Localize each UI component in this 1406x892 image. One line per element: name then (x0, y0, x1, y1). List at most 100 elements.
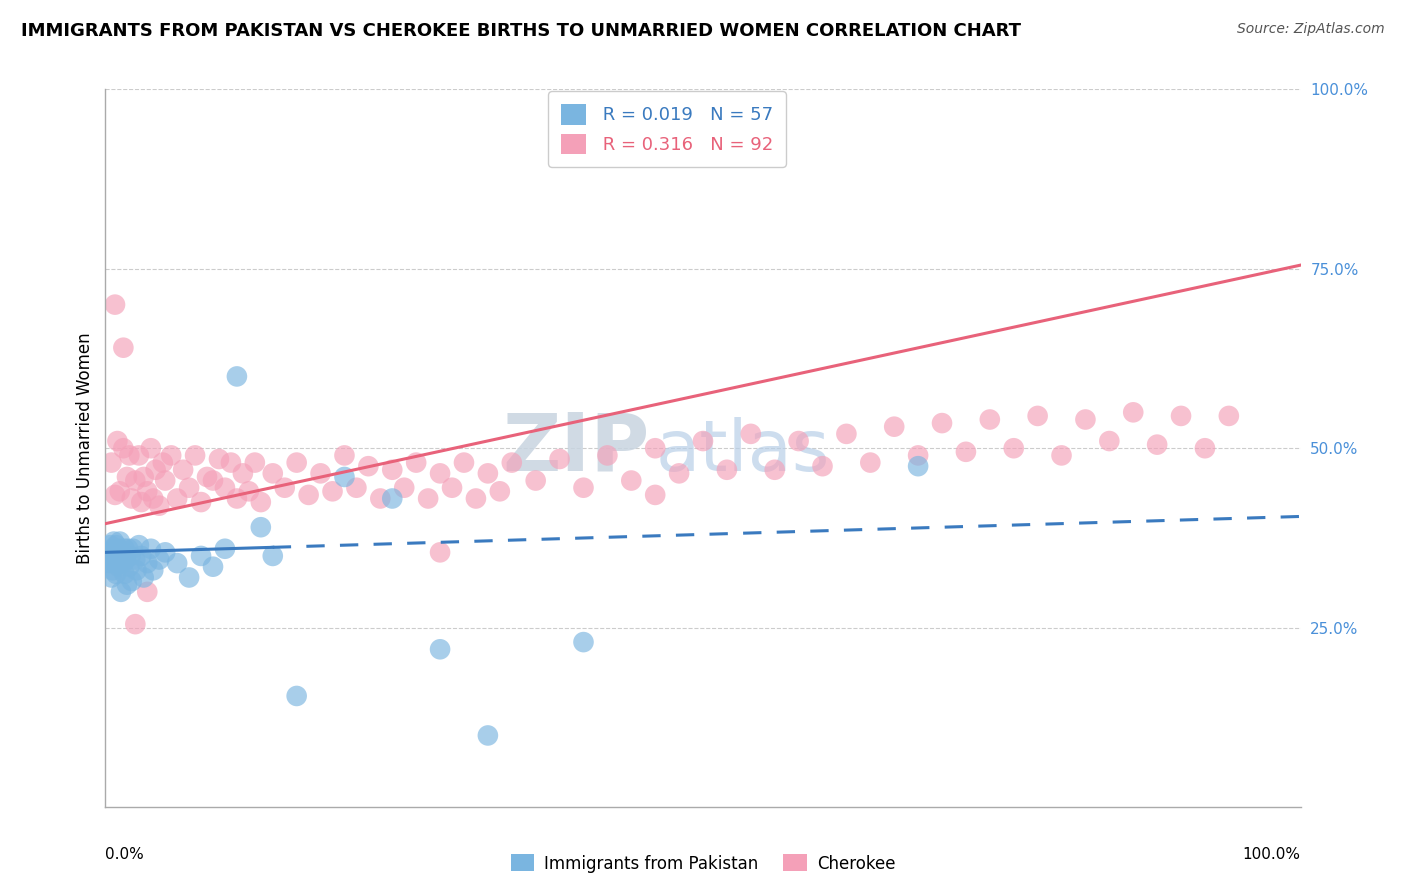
Point (160, 449, 183, 463)
Point (184, 449, 207, 463)
Point (97, 545, 120, 559)
Point (524, 474, 547, 488)
Point (787, 434, 810, 448)
Point (107, 434, 129, 448)
Point (98, 556, 121, 570)
Point (129, 549, 153, 563)
Point (103, 534, 125, 549)
Point (108, 484, 131, 499)
Point (1146, 437, 1168, 451)
Point (572, 481, 595, 495)
Point (125, 563, 148, 577)
Point (740, 426, 762, 441)
Point (112, 556, 135, 570)
Point (931, 416, 953, 430)
Point (381, 463, 404, 477)
Point (368, 491, 391, 506)
Point (250, 520, 273, 534)
Point (477, 728, 499, 742)
Point (190, 549, 212, 563)
Point (262, 467, 284, 481)
Point (110, 585, 132, 599)
Point (124, 552, 146, 566)
Point (392, 481, 416, 495)
Point (1050, 449, 1073, 463)
Point (153, 545, 177, 559)
Point (202, 559, 225, 574)
Point (225, 491, 249, 506)
Point (177, 570, 201, 584)
Point (124, 617, 146, 632)
Point (129, 495, 153, 509)
Point (716, 463, 738, 477)
Point (111, 545, 134, 559)
Point (132, 570, 155, 584)
Point (104, 488, 127, 502)
Point (644, 442, 666, 455)
Point (548, 452, 571, 467)
Point (955, 445, 977, 459)
Point (117, 541, 139, 556)
Point (100, 570, 122, 584)
Point (309, 467, 332, 481)
Point (262, 549, 284, 563)
Point (644, 488, 666, 502)
Point (101, 541, 124, 556)
Point (477, 467, 499, 481)
Point (115, 577, 138, 591)
Point (177, 481, 201, 495)
Point (148, 499, 170, 513)
Point (1002, 442, 1025, 455)
Point (136, 484, 159, 499)
Point (136, 585, 159, 599)
Point (114, 552, 136, 566)
Point (620, 474, 643, 488)
Point (285, 689, 308, 703)
Point (440, 481, 463, 495)
Point (136, 556, 159, 570)
Point (152, 456, 174, 470)
Point (763, 463, 786, 477)
Text: atlas: atlas (655, 417, 830, 486)
Point (273, 481, 295, 495)
Text: Source: ZipAtlas.com: Source: ZipAtlas.com (1237, 22, 1385, 37)
Point (214, 481, 236, 495)
Point (453, 456, 475, 470)
Text: 100.0%: 100.0% (1243, 847, 1301, 862)
Point (418, 491, 440, 506)
Point (103, 549, 125, 563)
Point (429, 545, 451, 559)
Point (100, 456, 122, 470)
Point (1218, 409, 1240, 423)
Point (1098, 434, 1121, 448)
Point (108, 552, 131, 566)
Point (979, 412, 1001, 426)
Point (166, 491, 188, 506)
Point (114, 541, 136, 556)
Point (668, 467, 690, 481)
Point (238, 484, 260, 499)
Text: IMMIGRANTS FROM PAKISTAN VS CHEROKEE BIRTHS TO UNMARRIED WOMEN CORRELATION CHART: IMMIGRANTS FROM PAKISTAN VS CHEROKEE BIR… (21, 22, 1021, 40)
Point (202, 474, 225, 488)
Point (333, 470, 356, 484)
Point (104, 556, 127, 570)
Point (118, 559, 141, 574)
Point (139, 541, 162, 556)
Point (859, 456, 882, 470)
Point (298, 488, 321, 502)
Point (883, 419, 905, 434)
Point (1194, 442, 1216, 455)
Point (124, 474, 146, 488)
Text: 0.0%: 0.0% (105, 847, 145, 862)
Point (243, 456, 266, 470)
Point (104, 298, 127, 312)
Point (572, 635, 595, 649)
Point (285, 456, 308, 470)
Point (333, 449, 356, 463)
Point (107, 559, 129, 574)
Point (115, 470, 138, 484)
Point (219, 456, 242, 470)
Point (1122, 405, 1144, 419)
Point (190, 495, 212, 509)
Point (108, 534, 131, 549)
